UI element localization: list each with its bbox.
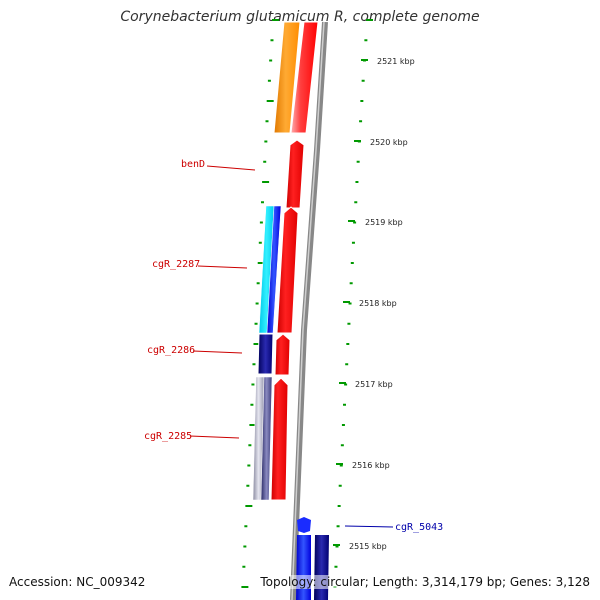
- backbone-track: [290, 21, 328, 600]
- scale-2519: 2519 kbp: [348, 218, 403, 227]
- callout-line-cgR_2285: [189, 435, 240, 439]
- gene-red-block-2285[interactable]: [270, 377, 289, 501]
- scale-2521: 2521 kbp: [361, 57, 415, 66]
- gene-label-cgR_2285[interactable]: cgR_2285: [144, 431, 192, 442]
- gene-cgR_5043-marker[interactable]: [297, 517, 311, 533]
- gene-cgR_2285-slate[interactable]: [260, 376, 273, 501]
- gene-label-cgR_5043[interactable]: cgR_5043: [395, 522, 443, 533]
- gene-red-block-top[interactable]: [290, 21, 319, 134]
- callout-line-cgR_2287: [197, 265, 248, 269]
- gene-orange-block[interactable]: [273, 21, 301, 134]
- svg-text:2518 kbp: 2518 kbp: [359, 299, 397, 308]
- gene-cgR_2287-blue[interactable]: [266, 205, 282, 334]
- svg-text:2517 kbp: 2517 kbp: [355, 380, 393, 389]
- svg-text:2515 kbp: 2515 kbp: [349, 542, 387, 551]
- scale-2515: 2515 kbp: [333, 542, 387, 551]
- gene-red-block-2286[interactable]: [274, 333, 291, 376]
- svg-text:2521 kbp: 2521 kbp: [377, 57, 415, 66]
- scale-2517: 2517 kbp: [339, 380, 393, 389]
- callout-line-benD: [206, 165, 256, 171]
- gene-cgR_5043-block-navy[interactable]: [314, 535, 329, 600]
- scale-2518: 2518 kbp: [343, 299, 397, 308]
- gene-label-benD[interactable]: benD: [181, 159, 205, 170]
- gene-cgR_5043-block-blue[interactable]: [296, 535, 311, 600]
- gene-benD-block[interactable]: [285, 139, 305, 209]
- scale-2516: 2516 kbp: [336, 461, 390, 470]
- scale-2520: 2520 kbp: [354, 138, 408, 147]
- svg-text:2519 kbp: 2519 kbp: [365, 218, 403, 227]
- svg-text:2516 kbp: 2516 kbp: [352, 461, 390, 470]
- gene-label-cgR_2287[interactable]: cgR_2287: [152, 259, 200, 270]
- map-title: Corynebacterium glutamicum R, complete g…: [120, 9, 480, 25]
- accession-text: Accession: NC_009342: [9, 575, 146, 589]
- gene-cgR_2286-block[interactable]: [257, 333, 274, 375]
- backbone-highlight: [291, 21, 325, 600]
- svg-text:2520 kbp: 2520 kbp: [370, 138, 408, 147]
- gene-label-cgR_2286[interactable]: cgR_2286: [147, 345, 195, 356]
- gene-red-block-2287[interactable]: [276, 206, 299, 334]
- callout-line-cgR_2286: [192, 350, 243, 354]
- callout-line-cgR_5043: [344, 525, 394, 528]
- genome-summary-text: Topology: circular; Length: 3,314,179 bp…: [260, 575, 590, 589]
